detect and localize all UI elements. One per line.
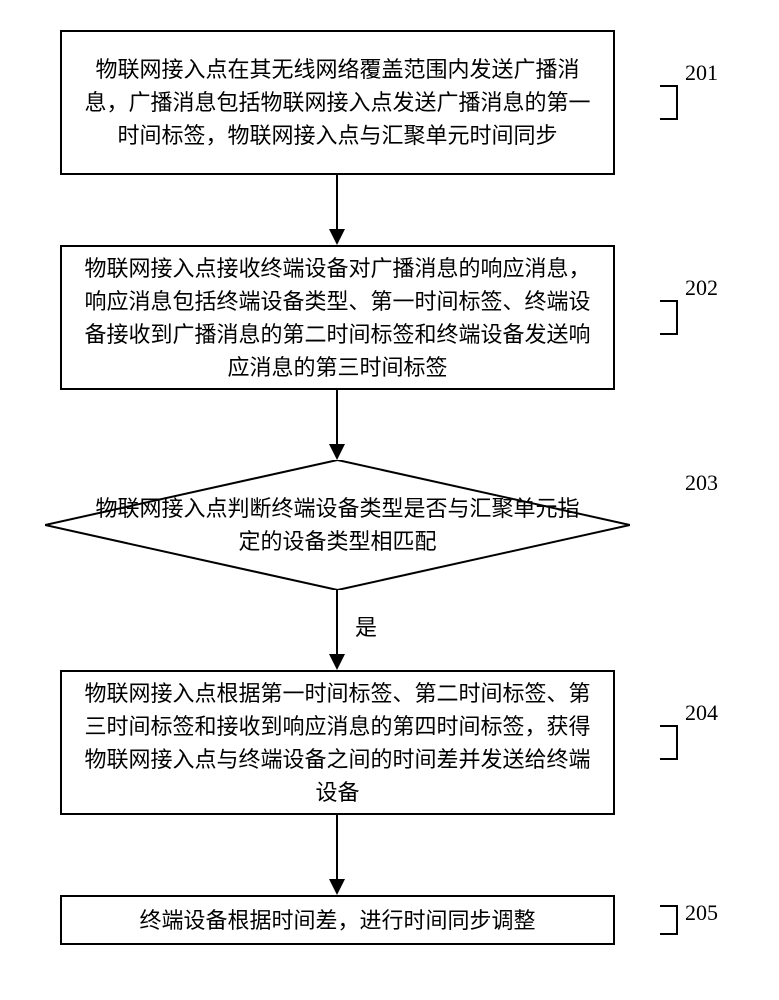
decision-box-3: 物联网接入点判断终端设备类型是否与汇聚单元指定的设备类型相匹配	[45, 460, 630, 590]
label-bracket-4	[660, 725, 678, 760]
edge-label-yes: 是	[355, 610, 377, 642]
process-text-1: 物联网接入点在其无线网络覆盖范围内发送广播消息，广播消息包括物联网接入点发送广播…	[74, 53, 601, 152]
label-3: 203	[685, 470, 718, 496]
label-5: 205	[685, 900, 718, 926]
arrow-1-2-head	[329, 229, 345, 245]
arrow-1-2-line	[336, 175, 338, 229]
flowchart-container: 物联网接入点在其无线网络覆盖范围内发送广播消息，广播消息包括物联网接入点发送广播…	[0, 0, 779, 1000]
process-box-5: 终端设备根据时间差，进行时间同步调整	[60, 895, 615, 945]
process-box-4: 物联网接入点根据第一时间标签、第二时间标签、第三时间标签和接收到响应消息的第四时…	[60, 670, 615, 815]
decision-text-3: 物联网接入点判断终端设备类型是否与汇聚单元指定的设备类型相匹配	[45, 492, 630, 558]
label-bracket-2	[660, 300, 678, 335]
arrow-3-4-head	[329, 654, 345, 670]
process-box-1: 物联网接入点在其无线网络覆盖范围内发送广播消息，广播消息包括物联网接入点发送广播…	[60, 30, 615, 175]
label-bracket-5	[660, 905, 678, 935]
arrow-4-5-line	[336, 815, 338, 879]
label-2: 202	[685, 275, 718, 301]
arrow-4-5-head	[329, 879, 345, 895]
process-text-5: 终端设备根据时间差，进行时间同步调整	[139, 904, 535, 937]
process-text-4: 物联网接入点根据第一时间标签、第二时间标签、第三时间标签和接收到响应消息的第四时…	[74, 677, 601, 809]
arrow-2-3-head	[329, 444, 345, 460]
arrow-3-4-line	[336, 590, 338, 654]
label-bracket-1	[660, 85, 678, 120]
label-1: 201	[685, 60, 718, 86]
label-4: 204	[685, 700, 718, 726]
arrow-2-3-line	[336, 390, 338, 444]
process-box-2: 物联网接入点接收终端设备对广播消息的响应消息，响应消息包括终端设备类型、第一时间…	[60, 245, 615, 390]
process-text-2: 物联网接入点接收终端设备对广播消息的响应消息，响应消息包括终端设备类型、第一时间…	[74, 252, 601, 384]
